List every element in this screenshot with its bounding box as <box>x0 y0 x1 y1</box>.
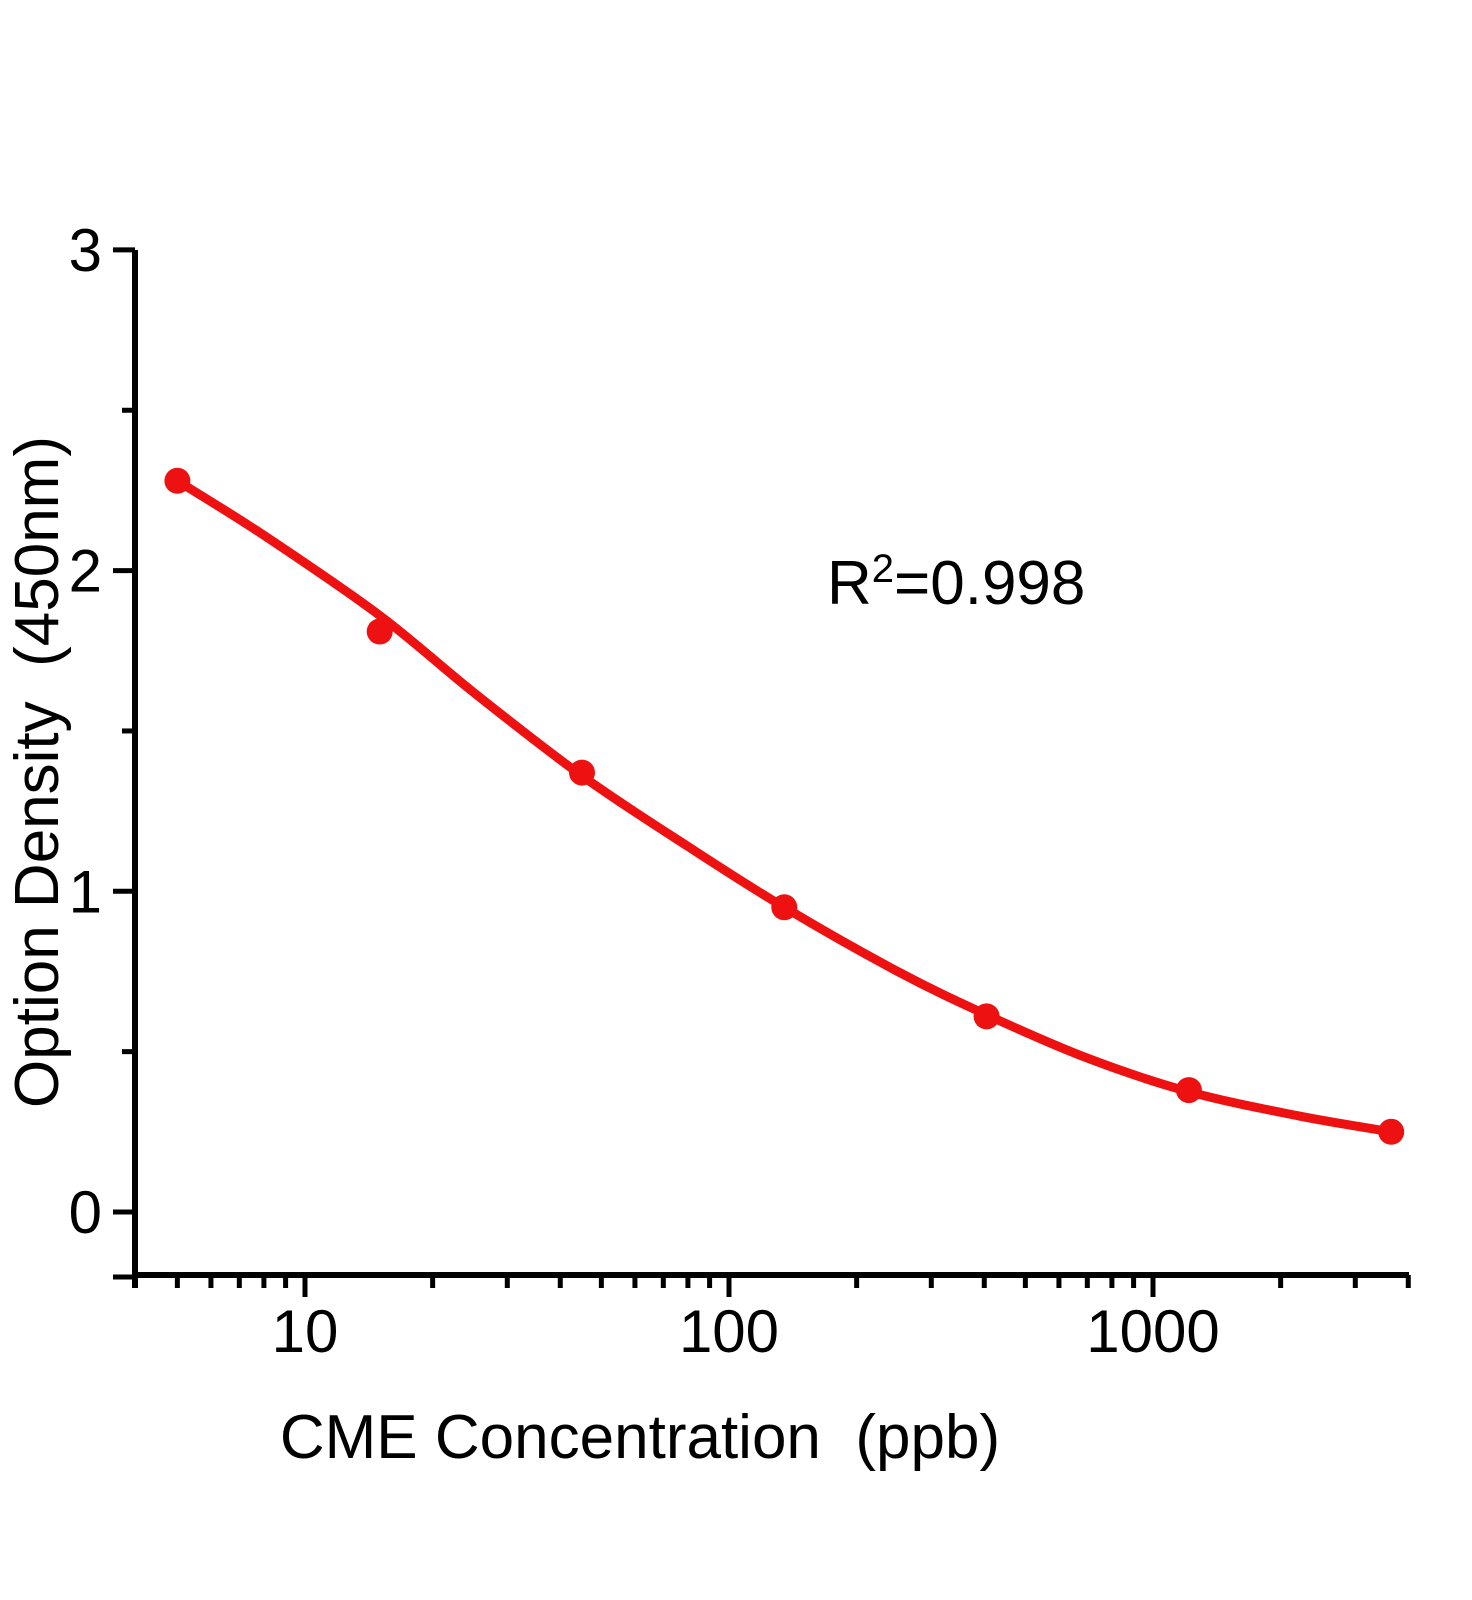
data-point <box>569 759 595 786</box>
y-tick-label: 3 <box>69 217 102 284</box>
fit-curve <box>172 476 1396 1137</box>
x-tick-label: 10 <box>272 1298 339 1365</box>
data-point <box>973 1003 1000 1030</box>
y-tick-label: 0 <box>69 1179 102 1246</box>
data-point <box>1175 1077 1202 1104</box>
r-squared-annotation: R2=0.998 <box>827 549 1085 615</box>
r-squared-value: =0.998 <box>894 549 1086 618</box>
x-tick-label: 100 <box>679 1298 779 1365</box>
y-tick-label: 2 <box>69 538 102 605</box>
y-axis-title: Option Density (450nm) <box>3 436 72 1108</box>
data-point <box>771 894 798 921</box>
x-axis-title: CME Concentration (ppb) <box>279 1403 1001 1472</box>
data-point <box>366 618 393 645</box>
y-tick-label: 1 <box>69 858 102 925</box>
r-squared-base: R <box>827 549 872 618</box>
r-squared-superscript: 2 <box>871 547 895 591</box>
x-tick-label: 1000 <box>1086 1298 1219 1365</box>
data-point <box>1378 1118 1405 1145</box>
data-point <box>164 467 191 494</box>
